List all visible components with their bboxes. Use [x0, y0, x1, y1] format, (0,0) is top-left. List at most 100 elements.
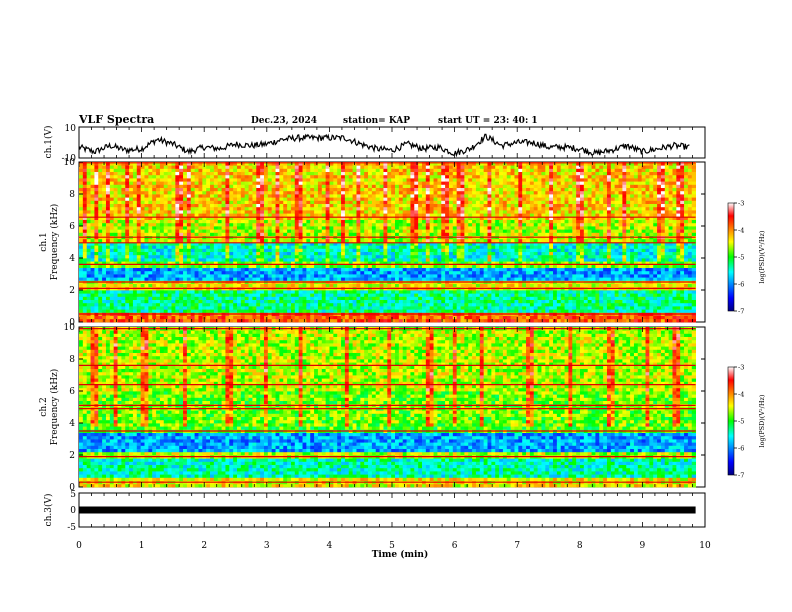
spectrogram-cell — [294, 184, 300, 188]
spectrogram-cell — [456, 242, 461, 246]
spectrogram-cell — [79, 254, 84, 259]
spectrogram-cell — [152, 178, 157, 182]
spectrogram-cell — [206, 267, 211, 272]
spectrogram-cell — [179, 293, 184, 297]
spectrogram-cell — [244, 178, 249, 182]
spectrogram-cell — [210, 238, 215, 243]
spectrogram-cell — [364, 274, 369, 278]
spectrogram-cell — [410, 270, 415, 275]
spectrogram-cell — [441, 203, 446, 208]
spectrogram-cell — [429, 277, 434, 281]
spectrogram-cell — [263, 232, 269, 236]
spectrogram-cell — [298, 296, 303, 300]
spectrogram-cell — [94, 296, 99, 300]
spectrogram-cell — [402, 251, 407, 256]
spectrogram-cell — [79, 283, 84, 288]
spectrogram-cell — [240, 178, 246, 182]
spectrogram-cell — [306, 242, 311, 246]
spectrogram-cell — [306, 232, 311, 236]
spectrogram-cell — [190, 261, 196, 265]
spectrogram-cell — [229, 181, 234, 185]
spectrogram-cell — [314, 213, 319, 217]
spectrogram-cell — [171, 219, 176, 224]
spectrogram-cell — [121, 261, 126, 265]
spectrogram-cell — [290, 171, 296, 176]
spectrogram-cell — [105, 277, 111, 281]
spectrogram-cell — [337, 222, 342, 227]
spectrogram-cell — [356, 309, 361, 313]
spectrogram-cell — [448, 206, 454, 211]
spectrogram-cell — [383, 197, 388, 201]
spectrogram-cell — [383, 254, 388, 259]
spectrogram-cell — [210, 299, 215, 304]
spectrogram-cell — [314, 197, 319, 201]
spectrogram-cell — [325, 309, 330, 313]
spectrogram-cell — [302, 190, 307, 195]
spectrogram-cell — [460, 270, 465, 275]
spectrogram-cell — [452, 226, 458, 230]
spectrogram-cell — [364, 203, 369, 208]
spectrogram-cell — [190, 184, 196, 188]
spectrogram-cell — [159, 238, 165, 243]
spectrogram-cell — [290, 197, 296, 201]
spectrogram-cell — [210, 264, 215, 268]
spectrogram-cell — [156, 254, 161, 259]
spectrogram-cell — [244, 203, 249, 208]
spectrogram-cell — [402, 242, 407, 246]
spectrogram-cell — [437, 229, 442, 233]
spectrogram-cell — [152, 197, 157, 201]
spectrogram-cell — [410, 197, 415, 201]
spectrogram-cell — [140, 296, 145, 300]
spectrogram-cell — [244, 283, 249, 288]
spectrogram-cell — [260, 178, 265, 182]
spectrogram-cell — [263, 216, 269, 220]
spectrogram-cell — [175, 226, 180, 230]
spectrogram-cell — [198, 261, 203, 265]
spectrogram-cell — [421, 174, 427, 179]
spectrogram-cell — [341, 174, 346, 179]
spectrogram-cell — [105, 162, 111, 166]
spectrogram-cell — [418, 261, 423, 265]
spectrogram-cell — [159, 200, 165, 204]
spectrogram-cell — [86, 181, 91, 185]
spectrogram-cell — [433, 165, 438, 169]
spectrogram-cell — [183, 226, 188, 230]
spectrogram-cell — [371, 296, 377, 300]
spectrogram-cell — [86, 238, 91, 243]
spectrogram-cell — [129, 299, 134, 304]
spectrogram-cell — [79, 190, 84, 195]
spectrogram-cell — [163, 270, 169, 275]
spectrogram-cell — [344, 216, 350, 220]
spectrogram-cell — [198, 318, 203, 323]
spectrogram-cell — [325, 251, 330, 256]
spectrogram-cell — [414, 200, 419, 204]
spectrogram-cell — [190, 245, 196, 249]
spectrogram-cell — [109, 171, 115, 176]
spectrogram-cell — [213, 238, 219, 243]
spectrogram-cell — [260, 184, 265, 188]
spectrogram-cell — [333, 184, 338, 188]
spectrogram-cell — [395, 174, 400, 179]
spectrogram-cell — [302, 258, 307, 262]
spectrogram-cell — [360, 197, 365, 201]
spectrogram-cell — [456, 248, 461, 252]
spectrogram-cell — [352, 254, 357, 259]
spectrogram-cell — [418, 274, 423, 278]
spectrogram-cell — [437, 194, 442, 198]
spectrogram-cell — [391, 315, 396, 320]
spectrogram-cell — [383, 190, 388, 195]
spectrogram-cell — [287, 229, 292, 233]
spectrogram-cell — [329, 184, 334, 188]
spectrogram-cell — [121, 277, 126, 281]
spectrogram-cell — [171, 261, 176, 265]
spectrogram-cell — [248, 210, 253, 214]
spectrogram-cell — [117, 162, 122, 166]
spectrogram-cell — [113, 251, 118, 256]
spectrogram-cell — [452, 296, 458, 300]
spectrogram-cell — [240, 267, 246, 272]
spectrogram-cell — [252, 229, 257, 233]
spectrogram-cell — [321, 178, 327, 182]
spectrogram-cell — [433, 213, 438, 217]
spectrogram-cell — [109, 258, 115, 262]
spectrogram-cell — [102, 238, 107, 243]
